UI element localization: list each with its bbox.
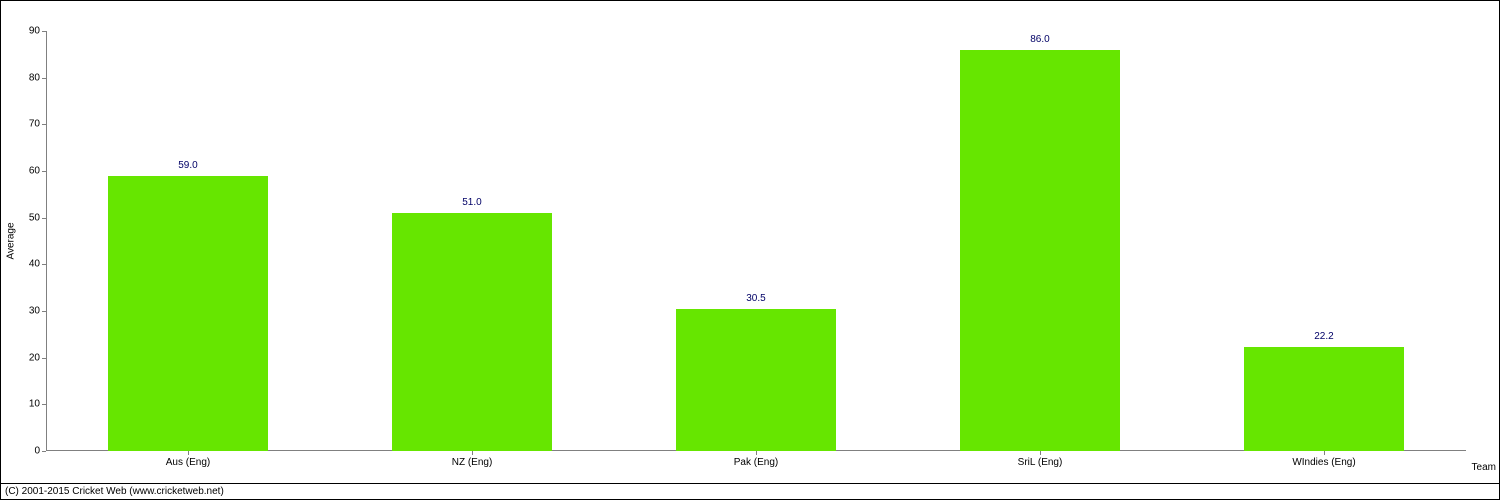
bar-value-label: 51.0 <box>462 197 481 208</box>
y-tick-label: 70 <box>29 119 46 130</box>
bar: 51.0 <box>392 213 551 451</box>
x-axis-title: Team <box>1472 462 1496 473</box>
y-tick-label: 90 <box>29 26 46 37</box>
bar-value-label: 30.5 <box>746 293 765 304</box>
y-tick-label: 20 <box>29 352 46 363</box>
bar-value-label: 22.2 <box>1314 331 1333 342</box>
y-tick-label: 50 <box>29 212 46 223</box>
y-tick-label: 80 <box>29 72 46 83</box>
plot-area: Average Team 0102030405060708090Aus (Eng… <box>46 31 1466 451</box>
y-tick-label: 0 <box>34 446 46 457</box>
chart-frame: Average Team 0 10 20 30 40 50 60 70 80 90 Aus (Eng… <box>0 0 1500 500</box>
chart-area: Average Team 0102030405060708090Aus (Eng… <box>46 31 1466 451</box>
y-axis-title: Average <box>6 222 17 259</box>
bar: 22.2 <box>1244 347 1403 451</box>
y-tick-label: 40 <box>29 259 46 270</box>
bar: 30.5 <box>676 309 835 451</box>
y-tick-label: 10 <box>29 399 46 410</box>
x-tick-label: WIndies (Eng) <box>1292 451 1355 468</box>
x-tick-label: SriL (Eng) <box>1018 451 1063 468</box>
bar-value-label: 59.0 <box>178 160 197 171</box>
footer-copyright: (C) 2001-2015 Cricket Web (www.cricketwe… <box>1 483 1499 499</box>
bar-value-label: 86.0 <box>1030 34 1049 45</box>
bar: 59.0 <box>108 176 267 451</box>
bar: 86.0 <box>960 50 1119 451</box>
y-axis-line <box>46 31 47 451</box>
x-tick-label: Aus (Eng) <box>166 451 210 468</box>
x-tick-label: Pak (Eng) <box>734 451 778 468</box>
y-tick-label: 30 <box>29 306 46 317</box>
x-tick-label: NZ (Eng) <box>452 451 493 468</box>
y-tick-label: 60 <box>29 166 46 177</box>
